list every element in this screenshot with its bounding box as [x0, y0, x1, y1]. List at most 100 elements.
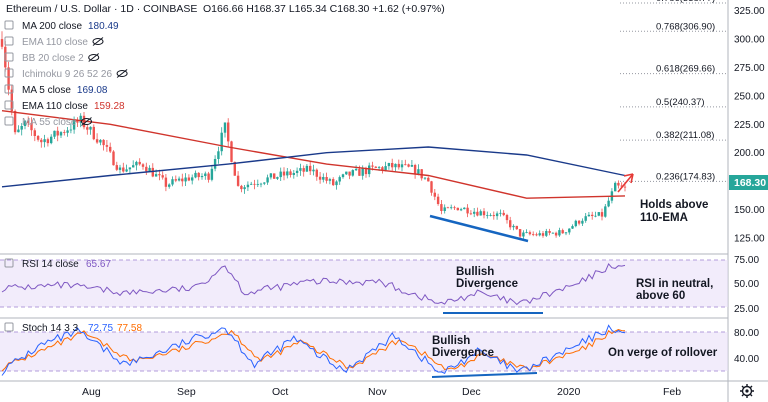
arrow-head-icon — [623, 173, 634, 184]
stoch-legend[interactable]: Stoch 14 3 3 72.75 77.58 — [4, 322, 142, 334]
indicator-legend: MA 200 close 180.49 EMA 110 close BB 20 clo… — [4, 20, 128, 128]
annotation-holds-line2: 110-EMA — [640, 212, 688, 224]
candle-body — [446, 207, 450, 209]
collapse-icon — [4, 36, 14, 46]
candle-body — [276, 177, 279, 179]
candle-body — [177, 178, 181, 181]
gear-icon[interactable] — [740, 384, 754, 398]
candle-body — [322, 177, 325, 180]
candle-body — [581, 220, 584, 224]
legend-item-0[interactable]: MA 200 close 180.49 — [4, 20, 119, 32]
candle-body — [351, 170, 354, 176]
candle-body — [161, 175, 164, 178]
candle-body — [318, 176, 322, 180]
collapse-icon — [4, 116, 14, 126]
legend-label-4: MA 5 close — [22, 85, 71, 96]
candle-body — [538, 233, 541, 236]
candle-body — [227, 122, 230, 142]
candle-body — [535, 234, 538, 236]
price-tick-8: 125.00 — [734, 234, 765, 245]
candle-body — [181, 178, 184, 182]
candle-body — [132, 165, 135, 168]
candle-body — [456, 207, 459, 211]
legend-item-3[interactable]: Ichimoku 9 26 52 26 — [4, 68, 128, 80]
candle-body — [518, 229, 522, 237]
ema110-line — [1, 110, 626, 199]
collapse-icon — [4, 100, 14, 110]
candle-body — [381, 167, 384, 171]
candle-body — [407, 164, 410, 167]
legend-item-6[interactable]: MA 55 close — [4, 116, 92, 128]
candle-body — [36, 136, 40, 140]
candle-body — [273, 173, 276, 179]
candle-body — [450, 207, 453, 209]
legend-label-6: MA 55 close — [22, 117, 77, 128]
candle-body — [466, 207, 469, 214]
candle-body — [13, 111, 17, 133]
candle-body — [384, 166, 387, 171]
stoch-k-line — [1, 324, 626, 376]
candle-body — [489, 215, 492, 216]
candle-body — [463, 207, 466, 210]
candle-body — [151, 167, 154, 177]
fib-label-1: 0.768(306.90) — [656, 21, 715, 32]
candle-body — [243, 187, 246, 190]
candle-body — [59, 132, 63, 136]
legend-item-1[interactable]: EMA 110 close — [4, 36, 104, 48]
candle-body — [332, 179, 335, 186]
candle-body — [512, 225, 515, 228]
candle-body — [551, 232, 555, 234]
candle-body — [328, 179, 332, 181]
legend-item-2[interactable]: BB 20 close 2 — [4, 52, 100, 64]
rsi-legend[interactable]: RSI 14 close 65.67 — [4, 258, 111, 270]
candle-body — [410, 165, 414, 167]
candle-body — [371, 165, 374, 167]
candle-body — [269, 173, 273, 178]
candle-body — [338, 177, 341, 182]
candle-body — [623, 186, 627, 188]
candle-body — [158, 174, 161, 176]
legend-item-4[interactable]: MA 5 close 169.08 — [4, 84, 108, 96]
candle-body — [72, 120, 76, 130]
time-label-aug: Aug — [82, 386, 101, 398]
candle-body — [256, 184, 259, 185]
candle-body — [594, 215, 597, 217]
candle-body — [102, 139, 105, 146]
time-label-nov: Nov — [368, 386, 387, 398]
stoch-value-d: 77.58 — [117, 323, 142, 334]
fib-label-3: 0.5(240.37) — [656, 97, 705, 108]
candle-body — [417, 169, 420, 174]
candle-body — [482, 211, 486, 216]
candle-body — [53, 130, 56, 137]
candle-body — [587, 214, 591, 217]
candle-body — [548, 231, 551, 233]
candle-body — [404, 164, 407, 166]
candle-body — [564, 232, 568, 234]
candle-body — [86, 127, 89, 130]
candle-body — [145, 166, 148, 172]
candle-body — [591, 214, 594, 216]
price-tick-5: 200.00 — [734, 148, 765, 159]
candle-body — [459, 209, 463, 211]
candle-body — [568, 228, 571, 233]
legend-item-5[interactable]: EMA 110 close 159.28 — [4, 100, 125, 112]
fib-label-4: 0.382(211.08) — [656, 130, 714, 141]
candle-body — [364, 168, 368, 175]
candle-body — [440, 204, 443, 211]
ma-layer — [1, 110, 626, 199]
candle-body — [135, 161, 138, 166]
candle-body — [617, 182, 620, 186]
candle-body — [279, 171, 282, 178]
eye-off-icon — [92, 37, 104, 46]
candle-body — [528, 232, 532, 235]
candle-body — [105, 145, 109, 147]
candle-body — [220, 132, 223, 152]
candle-body — [476, 211, 479, 216]
candle-body — [69, 129, 73, 131]
legend-label-0: MA 200 close — [22, 21, 82, 32]
candle-body — [79, 115, 82, 123]
candle-body — [200, 176, 204, 178]
candle-body — [213, 159, 217, 169]
fib-label-0: 0.786(338.77) — [656, 0, 715, 4]
